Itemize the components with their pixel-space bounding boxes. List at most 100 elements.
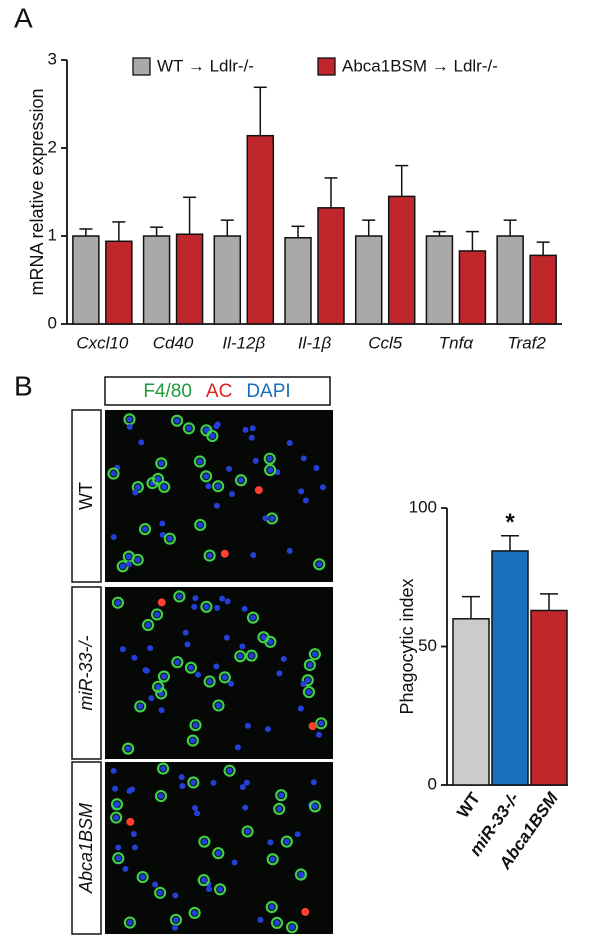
- micrograph-bg: [105, 587, 333, 759]
- cell: [154, 789, 168, 803]
- error-bar: [362, 219, 376, 236]
- nucleus: [185, 425, 192, 432]
- nucleus: [129, 786, 136, 793]
- bar: [491, 550, 529, 786]
- nucleus: [215, 483, 222, 490]
- x-tick-label: WT: [453, 788, 484, 821]
- cell: [294, 868, 308, 881]
- nucleus: [210, 779, 217, 786]
- cell: [199, 470, 213, 483]
- nucleus: [318, 720, 325, 727]
- micrograph: [105, 762, 333, 934]
- cell: [313, 558, 326, 571]
- nucleus: [268, 904, 275, 911]
- micrograph: [105, 587, 333, 759]
- stain-legend-box: [104, 376, 331, 406]
- bar: [425, 235, 454, 325]
- nucleus: [206, 552, 213, 559]
- cell: [138, 523, 152, 536]
- nucleus: [221, 674, 228, 681]
- nucleus: [252, 457, 259, 464]
- x-tick-label: Tnfα: [439, 333, 475, 352]
- nucleus: [131, 654, 138, 661]
- nucleus: [200, 877, 207, 884]
- cell: [157, 670, 171, 683]
- nucleus: [300, 455, 307, 462]
- nucleus: [179, 783, 186, 790]
- nucleus: [241, 605, 248, 612]
- nucleus: [134, 556, 141, 563]
- bar: [213, 235, 242, 325]
- cell: [241, 825, 254, 838]
- micrograph: [105, 410, 333, 582]
- nucleus: [289, 924, 296, 931]
- nucleus: [260, 634, 267, 641]
- cell: [302, 685, 316, 699]
- stain-label: AC: [206, 381, 232, 402]
- nucleus: [157, 889, 164, 896]
- nucleus: [315, 731, 322, 738]
- cell: [187, 776, 200, 789]
- nucleus: [226, 465, 233, 472]
- y-axis-label: Phagocytic index: [397, 578, 417, 714]
- cell: [203, 549, 216, 562]
- nucleus: [119, 646, 126, 653]
- nucleus: [234, 744, 241, 751]
- error-bar: [324, 177, 338, 208]
- bar: [284, 237, 312, 325]
- cell: [155, 687, 168, 700]
- x-tick-label: Cd40: [153, 333, 194, 352]
- cell: [123, 916, 136, 929]
- cell: [171, 656, 184, 669]
- cell: [169, 913, 183, 926]
- error-bar: [501, 534, 519, 551]
- nucleus: [244, 722, 251, 729]
- cell: [173, 590, 186, 603]
- nucleus: [264, 726, 271, 733]
- cell: [110, 811, 123, 824]
- nucleus: [219, 595, 226, 602]
- nucleus: [231, 859, 238, 866]
- nucleus: [297, 705, 304, 712]
- cell: [200, 600, 213, 613]
- nucleus: [192, 722, 199, 729]
- nucleus: [273, 919, 280, 926]
- nucleus: [239, 643, 246, 650]
- nucleus: [228, 680, 235, 687]
- nucleus: [250, 552, 257, 559]
- nucleus: [311, 651, 318, 658]
- nucleus: [276, 670, 283, 677]
- nucleus: [257, 916, 264, 923]
- nucleus: [237, 653, 244, 660]
- nucleus: [182, 629, 189, 636]
- cell: [206, 429, 219, 443]
- nucleus: [243, 779, 250, 786]
- y-axis-label: mRNA relative expression: [27, 88, 47, 295]
- cell: [141, 618, 155, 632]
- cell: [203, 675, 216, 688]
- nucleus: [122, 865, 129, 872]
- cell: [193, 455, 207, 468]
- cell: [136, 870, 149, 884]
- nucleus: [242, 426, 249, 433]
- nucleus: [267, 467, 274, 474]
- nucleus: [184, 641, 191, 648]
- nucleus: [158, 793, 165, 800]
- nucleus: [189, 737, 196, 744]
- nucleus: [113, 801, 120, 808]
- bar: [458, 250, 487, 325]
- cell: [213, 883, 227, 896]
- nucleus: [242, 804, 249, 811]
- nucleus: [114, 599, 121, 606]
- cell: [265, 900, 278, 914]
- nucleus: [147, 645, 154, 652]
- nucleus: [203, 473, 210, 480]
- nucleus: [205, 483, 212, 490]
- x-tick-label: Il-12β: [222, 333, 265, 352]
- cell: [151, 472, 165, 486]
- nucleus: [152, 881, 159, 888]
- nucleus: [172, 892, 179, 899]
- nucleus: [139, 874, 146, 881]
- bar: [354, 235, 383, 325]
- error-bar: [465, 230, 479, 251]
